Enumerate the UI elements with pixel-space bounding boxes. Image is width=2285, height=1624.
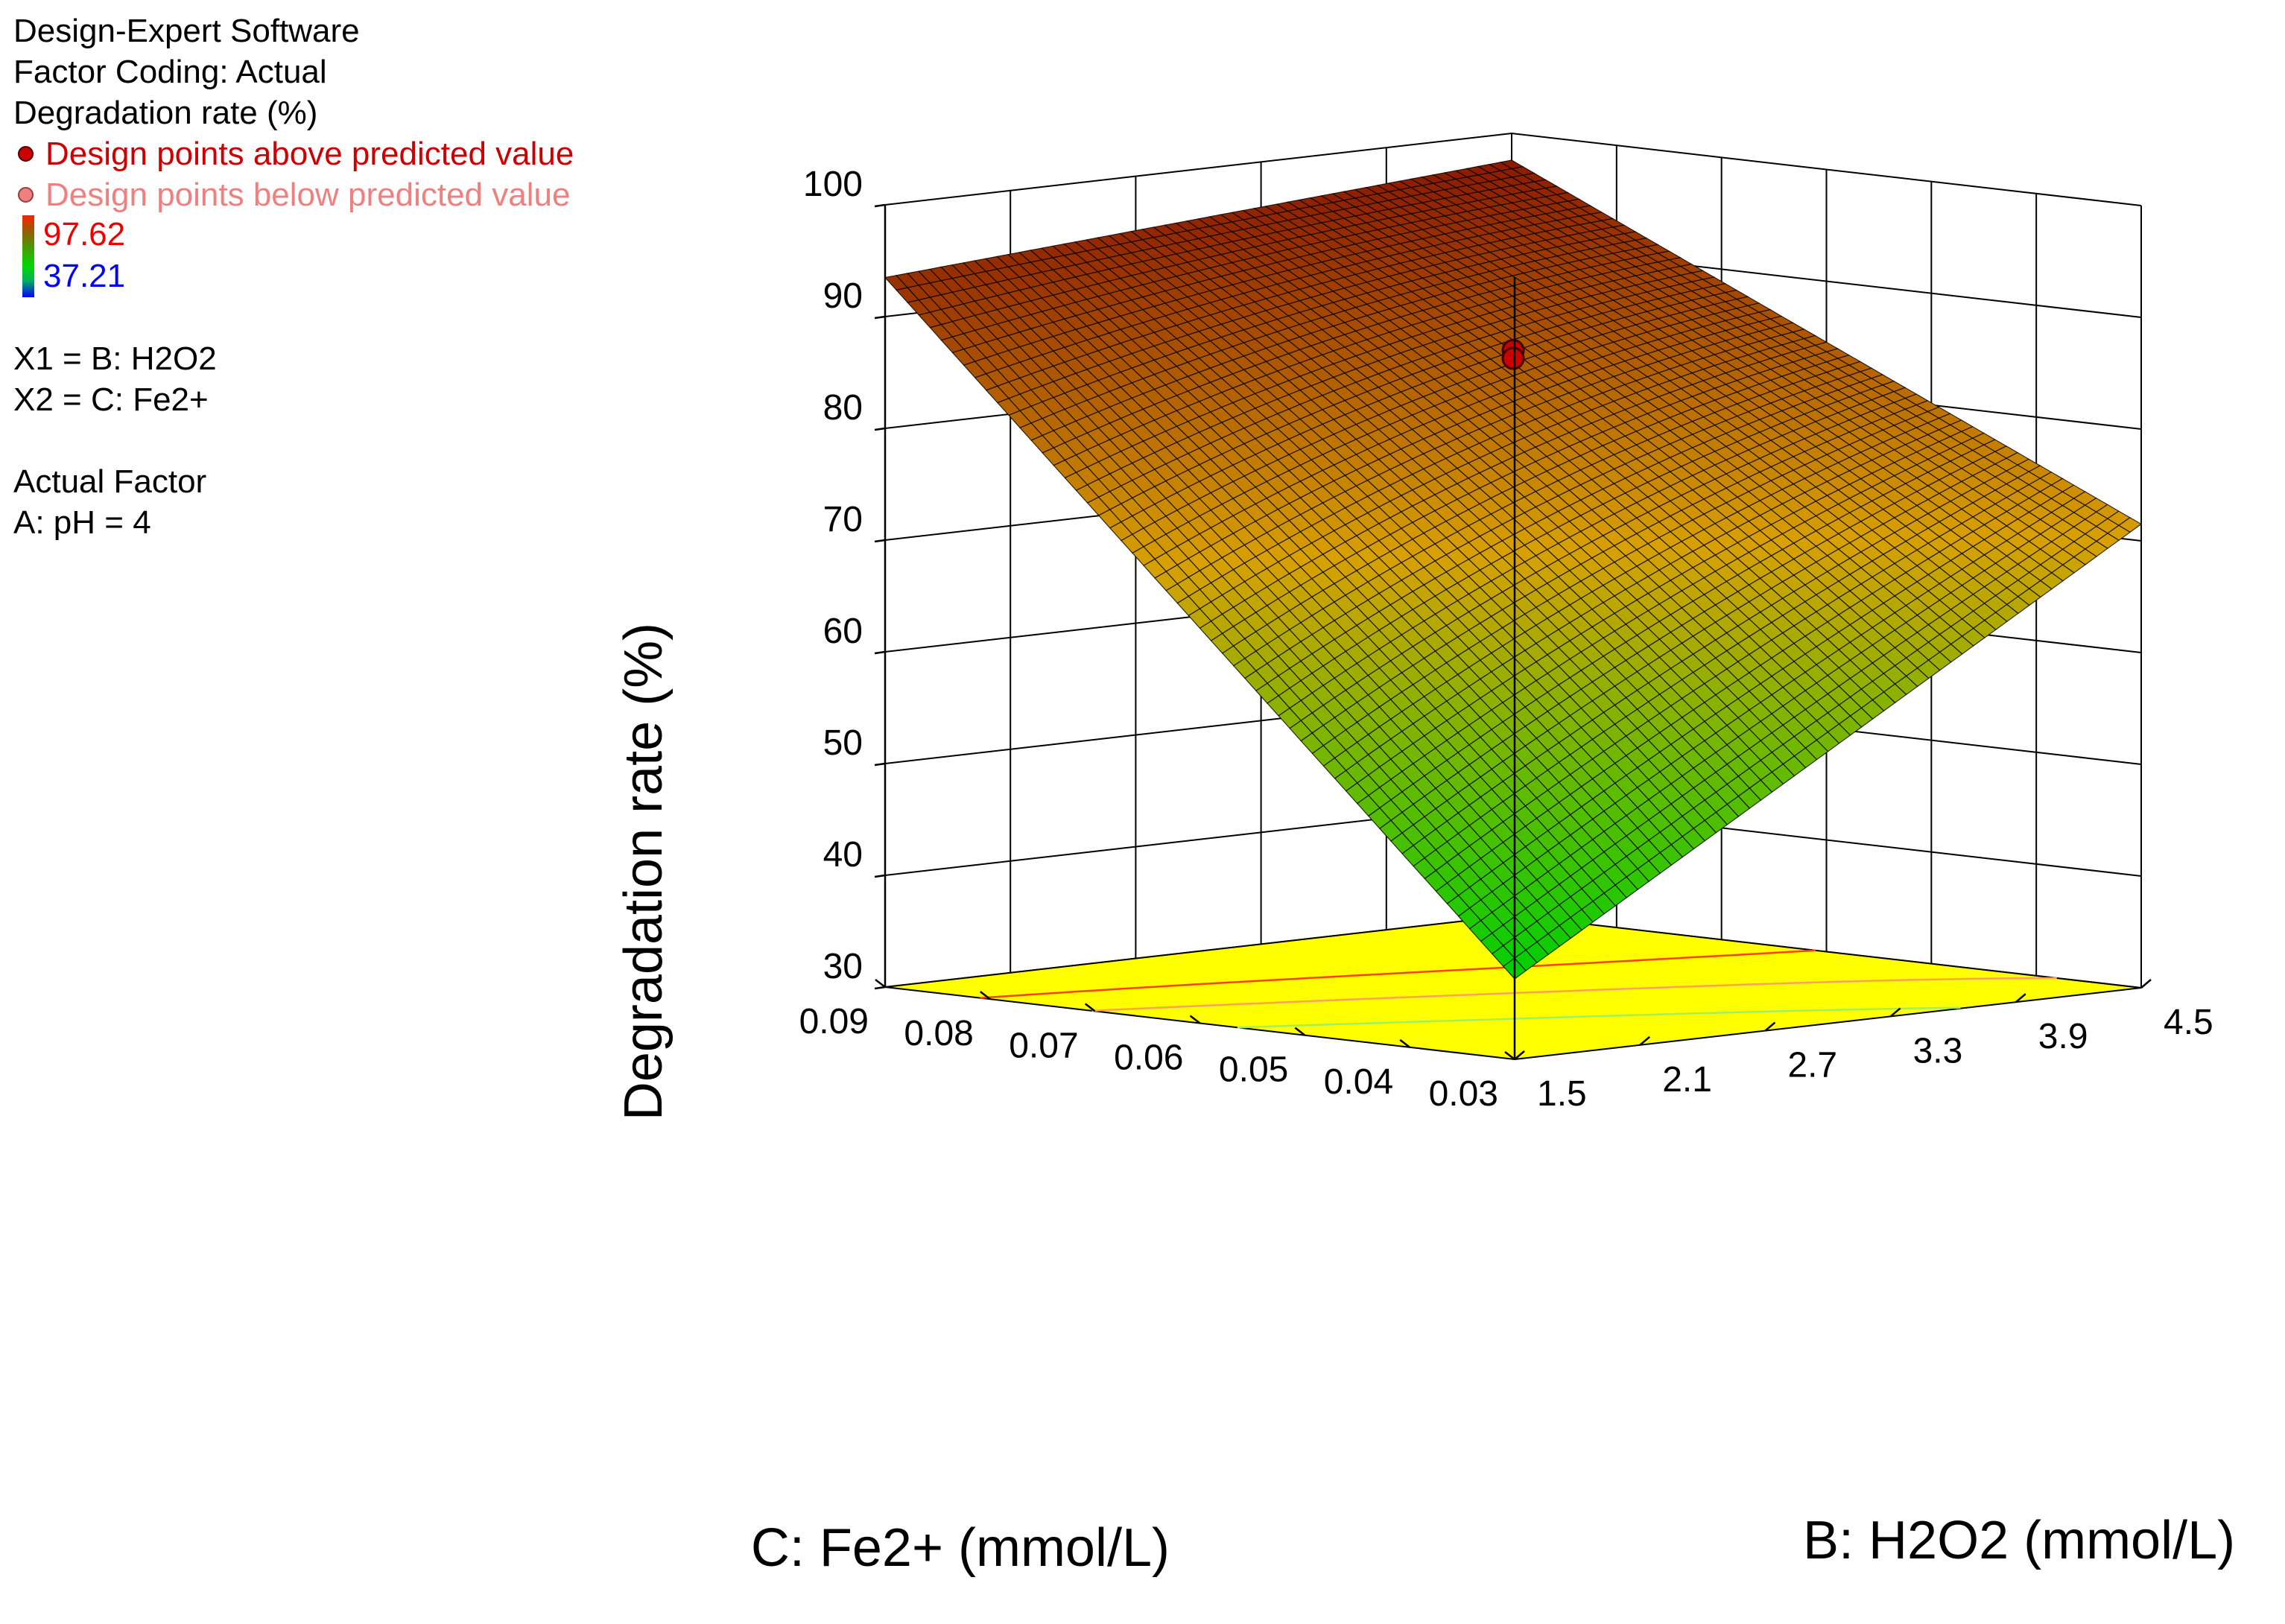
- x-tick: [1889, 1007, 1901, 1018]
- z-tick: [874, 874, 886, 878]
- x-tick-label: 2.1: [1662, 1060, 1712, 1100]
- colorbar-min-label: 37.21: [43, 258, 126, 294]
- z-tick: [874, 650, 886, 655]
- x-tick: [1764, 1021, 1776, 1032]
- y-tick-label: 0.07: [1009, 1026, 1078, 1065]
- x-tick: [1639, 1035, 1651, 1046]
- floor-contour-line: [1091, 977, 2057, 1012]
- below-point-icon: [18, 186, 34, 203]
- y-tick-label: 0.03: [1429, 1074, 1498, 1114]
- legend-above-label: Design points above predicted value: [45, 136, 574, 172]
- x-tick-label: 2.7: [1787, 1046, 1837, 1085]
- y-tick-label: 0.06: [1114, 1038, 1183, 1078]
- z-axis-title: Degradation rate (%): [614, 623, 674, 1120]
- z-tick-label: 90: [823, 276, 863, 316]
- y-tick: [1294, 1027, 1306, 1036]
- y-tick: [1399, 1038, 1410, 1048]
- x-axis-title: B: H2O2 (mmol/L): [1803, 1511, 2235, 1570]
- z-tick: [874, 427, 886, 431]
- z-tick-label: 70: [823, 500, 863, 539]
- actual-factor-value: A: pH = 4: [13, 504, 151, 541]
- y-tick-label: 0.04: [1324, 1062, 1393, 1102]
- x-tick-label: 1.5: [1537, 1074, 1587, 1114]
- y-axis-title: C: Fe2+ (mmol/L): [751, 1518, 1170, 1578]
- legend-below-entry: Design points below predicted value: [13, 174, 574, 215]
- y-tick-label: 0.08: [904, 1014, 973, 1053]
- colorbar: 97.62 37.21: [13, 215, 574, 297]
- x-tick-label: 4.5: [2164, 1003, 2213, 1042]
- above-point-icon: [18, 145, 34, 162]
- z-tick-label: 50: [823, 723, 863, 763]
- y-tick: [980, 991, 991, 1000]
- floor-contour-line: [980, 949, 1816, 999]
- response-label: Degradation rate (%): [13, 95, 318, 131]
- axes: 30 40 50 60 70 80 90 100 0.03 0.04 0.05 0.06 0.07 0.0…: [799, 165, 2213, 1114]
- z-tick: [874, 986, 886, 990]
- z-tick-label: 60: [823, 612, 863, 651]
- z-tick-label: 30: [823, 947, 863, 986]
- legend-below-label: Design points below predicted value: [45, 177, 571, 213]
- design-points: [1501, 339, 1525, 370]
- software-label: Design-Expert Software: [13, 13, 360, 49]
- z-tick: [874, 762, 886, 767]
- legend-panel: Design-Expert Software Factor Coding: Ac…: [13, 10, 574, 543]
- z-tick: [874, 315, 886, 320]
- colorbar-max-label: 97.62: [43, 216, 126, 253]
- floor-contour-line: [1237, 1006, 1961, 1029]
- x-tick: [2140, 979, 2152, 989]
- y-tick: [1084, 1003, 1096, 1012]
- colorbar-gradient: [22, 215, 34, 297]
- y-tick: [1189, 1015, 1201, 1024]
- z-tick: [874, 203, 886, 208]
- factor-coding-label: Factor Coding: Actual: [13, 54, 327, 90]
- z-tick-label: 80: [823, 388, 863, 428]
- y-tick: [875, 979, 886, 988]
- z-tick-label: 100: [803, 165, 863, 204]
- y-tick-label: 0.09: [799, 1002, 869, 1041]
- z-tick: [874, 539, 886, 543]
- x-tick-label: 3.3: [1913, 1031, 1963, 1070]
- x-tick: [2015, 993, 2026, 1003]
- x-tick: [1514, 1050, 1525, 1060]
- y-tick-label: 0.05: [1219, 1050, 1288, 1090]
- actual-factor-title: Actual Factor: [13, 463, 207, 500]
- design-point: [1501, 346, 1525, 370]
- z-tick-label: 40: [823, 835, 863, 875]
- y-tick: [1504, 1051, 1515, 1060]
- response-surface: [884, 159, 2143, 980]
- x1-label: X1 = B: H2O2: [13, 340, 217, 377]
- legend-above-entry: Design points above predicted value: [13, 133, 574, 174]
- x2-label: X2 = C: Fe2+: [13, 381, 209, 418]
- x-tick-label: 3.9: [2038, 1017, 2088, 1056]
